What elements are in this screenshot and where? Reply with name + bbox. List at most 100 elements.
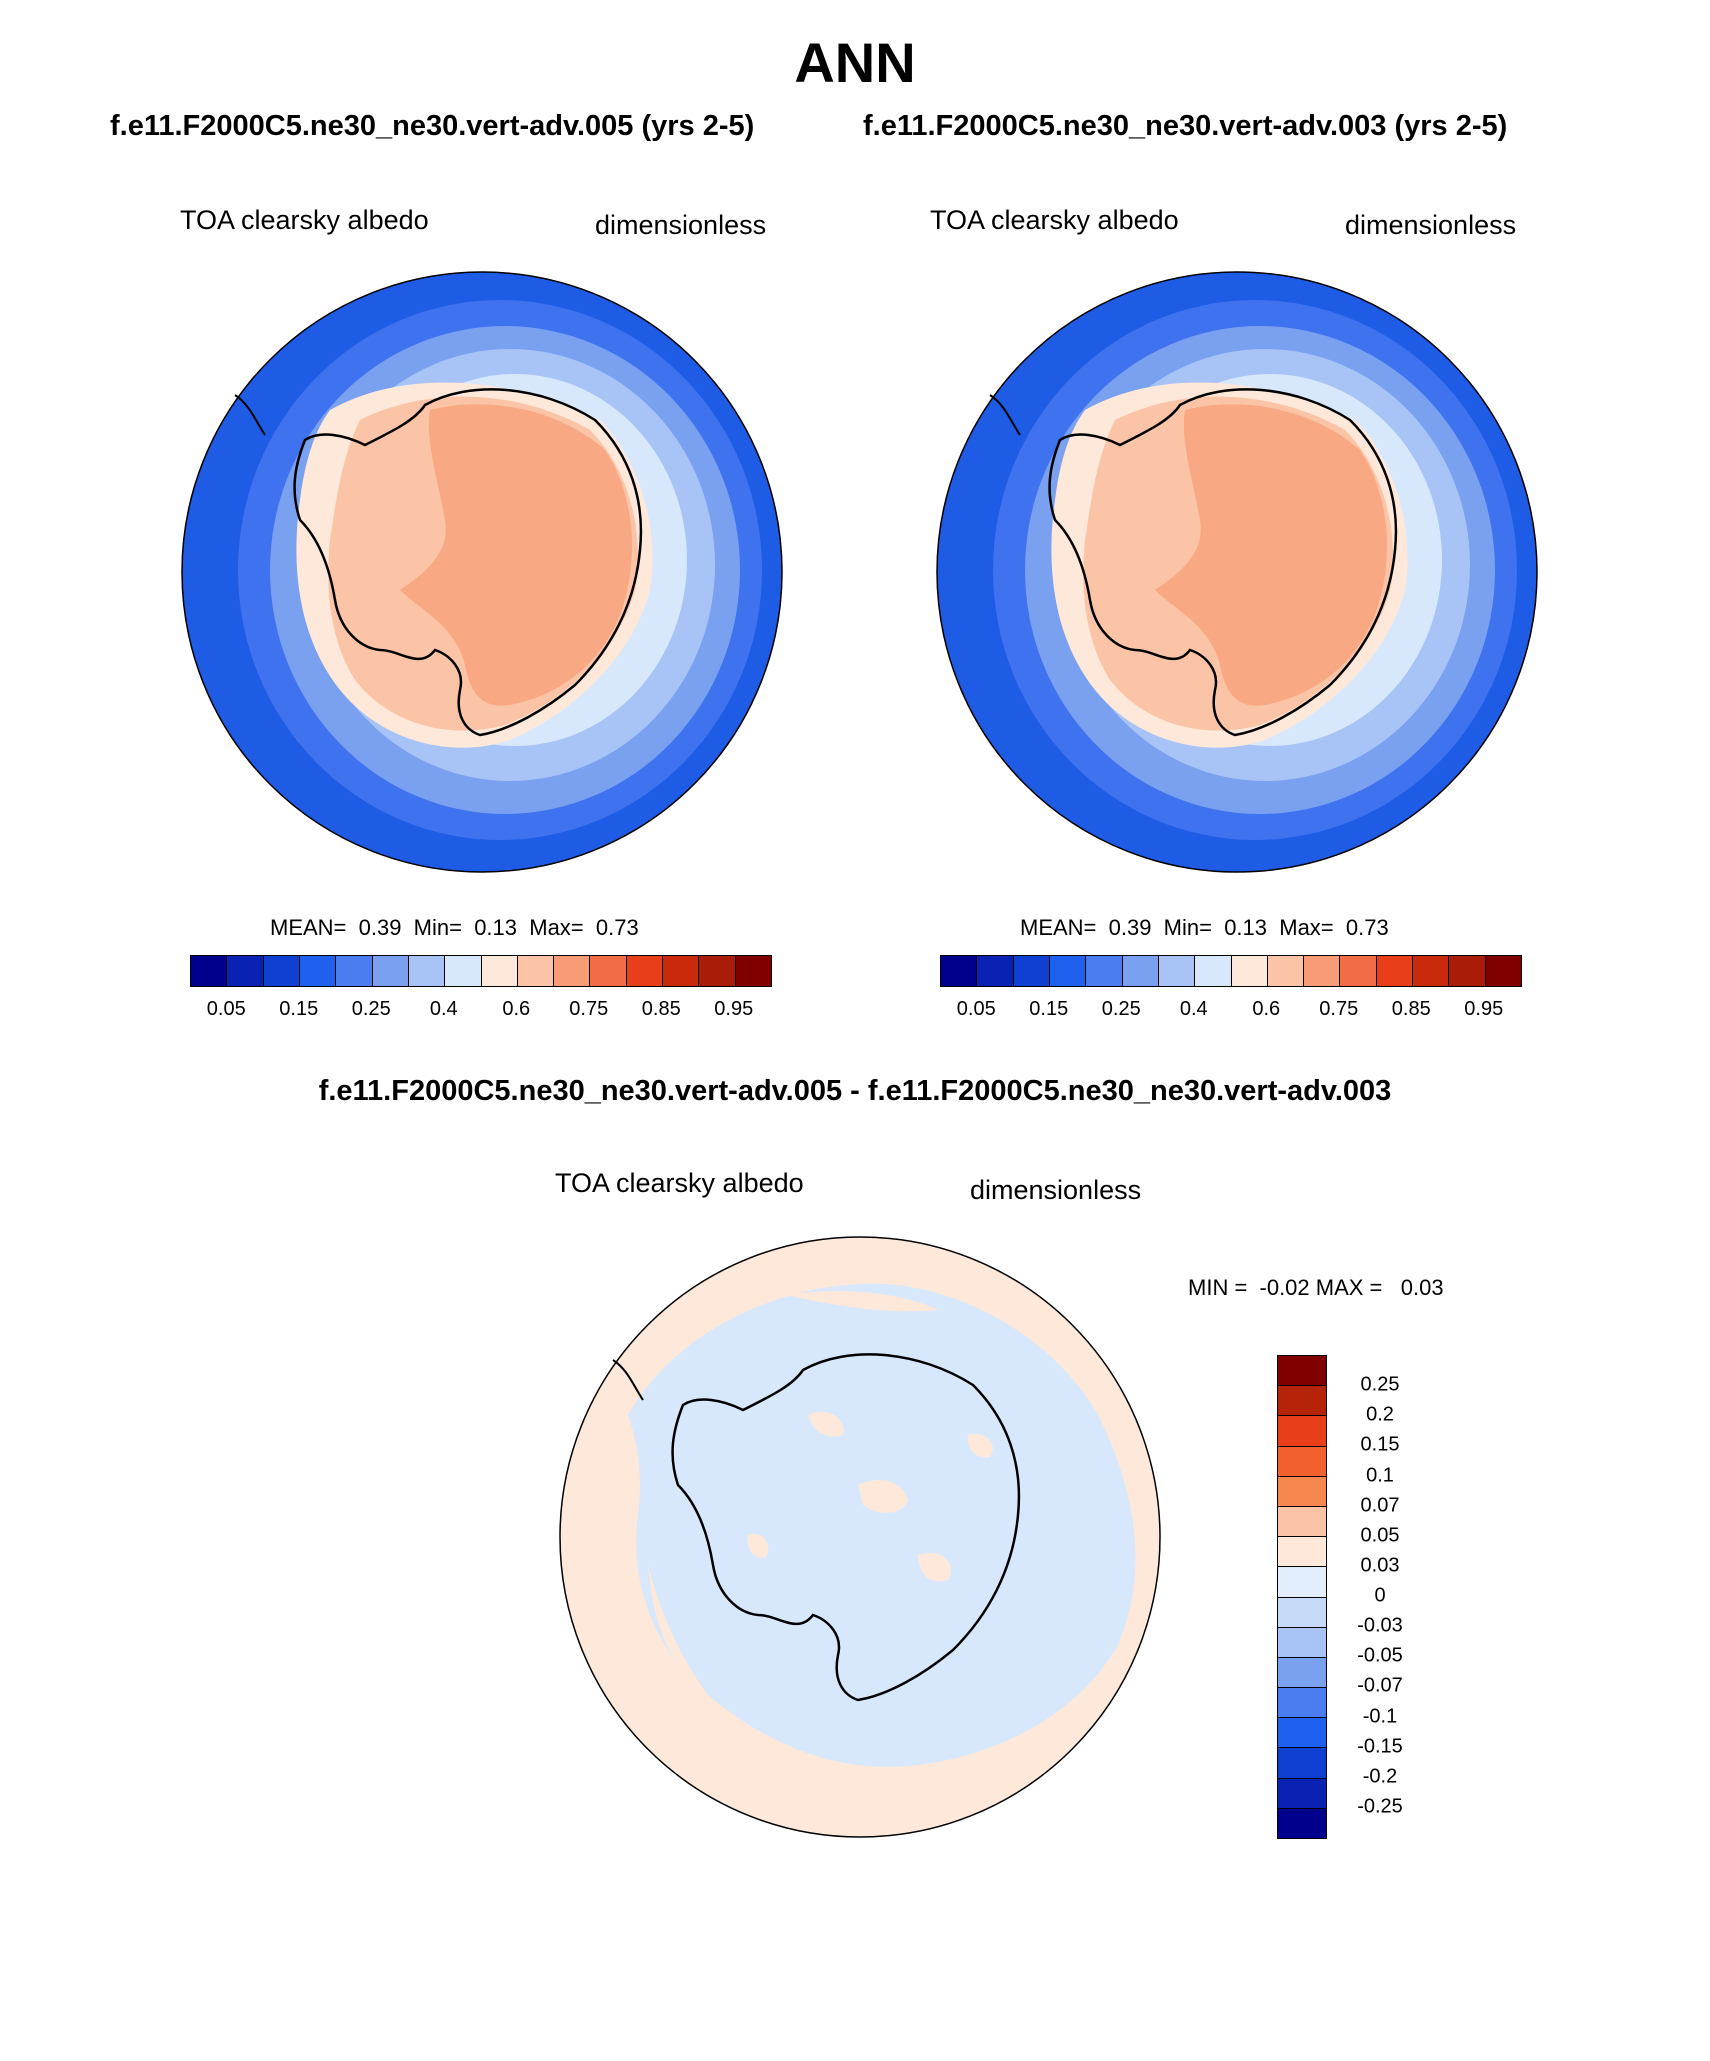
colorbar-cell [1278,1566,1326,1597]
colorbar-tick-label: 0.75 [569,998,609,1020]
colorbar-tick-label: 0.07 [1360,1494,1400,1517]
colorbar-cell [444,956,481,986]
left-case-title: f.e11.F2000C5.ne30_ne30.vert-adv.005 (yr… [110,110,755,142]
colorbar-cell [1121,956,1158,986]
colorbar-tick-label: -0.25 [1357,1795,1403,1818]
diff-stats: MIN = -0.02 MAX = 0.03 [1188,1275,1444,1300]
colorbar-tick-label: 0.25 [1360,1373,1400,1396]
colorbar-cell [1278,1445,1326,1476]
colorbar-cell [1278,1807,1326,1838]
colorbar-tick-label: -0.03 [1357,1614,1403,1637]
colorbar-cell [1048,956,1086,986]
difference-polar-map [559,1236,1161,1838]
colorbar-tick-label: 0.95 [1464,998,1504,1020]
colorbar-cell [1157,956,1195,986]
colorbar-cell [734,956,771,986]
colorbar-cell [1278,1536,1326,1567]
diff-variable-label: TOA clearsky albedo [555,1168,804,1198]
colorbar-cell [1303,956,1340,986]
colorbar-tick-label: 0.03 [1360,1554,1400,1577]
colorbar-tick-label: -0.07 [1357,1674,1403,1697]
colorbar-tick-label: -0.15 [1357,1735,1403,1758]
colorbar-cell [298,956,336,986]
left-colorbar-labels: 0.05 0.15 0.25 0.4 0.6 0.75 0.85 0.95 [190,998,770,1022]
colorbar-cell [1278,1385,1326,1416]
colorbar-tick-label: -0.2 [1362,1765,1398,1788]
colorbar-cell [1266,956,1304,986]
right-colorbar-labels: 0.05 0.15 0.25 0.4 0.6 0.75 0.85 0.95 [940,998,1520,1022]
colorbar-tick-label: 0.15 [1029,998,1069,1020]
right-units-label: dimensionless [1345,210,1517,240]
colorbar-tick-label: 0.4 [429,998,458,1020]
left-units-label: dimensionless [595,210,767,240]
colorbar-cell [1412,956,1449,986]
colorbar-tick-label: 0.05 [956,998,996,1020]
colorbar-cell [1230,956,1267,986]
colorbar-cell [1278,1626,1326,1657]
left-polar-map [181,271,783,873]
colorbar-tick-label: 0.6 [502,998,531,1020]
difference-colorbar-labels: 0.25 0.2 0.15 0.1 0.07 0.05 0.03 0 -0.03 -0.05 -0.… [1340,1355,1420,1837]
colorbar-tick-label: 0.05 [1360,1524,1400,1547]
colorbar-tick-label: 0.4 [1179,998,1208,1020]
colorbar-tick-label: 0.25 [1101,998,1141,1020]
colorbar-tick-label: 0.1 [1366,1464,1394,1486]
colorbar-cell [1278,1747,1326,1778]
colorbar-tick-label: 0.05 [206,998,246,1020]
colorbar-cell [1375,956,1413,986]
colorbar-tick-label: 0.15 [279,998,319,1020]
colorbar-cell [191,956,227,986]
diff-units-label: dimensionless [970,1175,1142,1205]
colorbar-cell [371,956,408,986]
right-stats: MEAN= 0.39 Min= 0.13 Max= 0.73 [1020,915,1389,940]
colorbar-cell [1194,956,1231,986]
colorbar-tick-label: 0.6 [1252,998,1281,1020]
colorbar-tick-label: 0.2 [1366,1403,1394,1426]
left-variable-label: TOA clearsky albedo [180,205,429,235]
colorbar-cell [1339,956,1376,986]
colorbar-cell [1484,956,1521,986]
colorbar-cell [553,956,590,986]
colorbar-cell [941,956,977,986]
colorbar-tick-label: 0.85 [641,998,681,1020]
right-colorbar [940,955,1522,987]
colorbar-tick-label: -0.05 [1357,1644,1403,1667]
colorbar-cell [1278,1475,1326,1506]
colorbar-tick-label: 0.95 [714,998,754,1020]
page-title: ANN [794,31,916,94]
colorbar-tick-label: 0.15 [1360,1433,1400,1456]
colorbar-tick-label: -0.1 [1362,1705,1398,1727]
right-variable-label: TOA clearsky albedo [930,205,1179,235]
colorbar-cell [480,956,517,986]
colorbar-cell [1448,956,1485,986]
right-polar-map [936,271,1538,873]
colorbar-cell [1278,1505,1326,1537]
colorbar-cell [1278,1717,1326,1748]
colorbar-cell [1278,1596,1326,1627]
colorbar-cell [662,956,699,986]
colorbar-tick-label: 0 [1374,1584,1386,1607]
colorbar-cell [1278,1356,1326,1386]
colorbar-cell [407,956,445,986]
colorbar-cell [1278,1777,1326,1808]
left-colorbar [190,955,772,987]
colorbar-cell [589,956,626,986]
left-stats: MEAN= 0.39 Min= 0.13 Max= 0.73 [270,915,639,940]
colorbar-cell [335,956,372,986]
colorbar-cell [1278,1687,1326,1718]
colorbar-cell [1278,1656,1326,1688]
colorbar-cell [516,956,554,986]
colorbar-cell [698,956,735,986]
right-case-title: f.e11.F2000C5.ne30_ne30.vert-adv.003 (yr… [863,110,1508,142]
difference-colorbar [1277,1355,1327,1839]
colorbar-cell [976,956,1013,986]
colorbar-cell [226,956,263,986]
colorbar-cell [1278,1415,1326,1446]
colorbar-tick-label: 0.75 [1319,998,1359,1020]
colorbar-cell [262,956,299,986]
colorbar-cell [1085,956,1122,986]
colorbar-cell [1012,956,1049,986]
colorbar-tick-label: 0.85 [1391,998,1431,1020]
colorbar-tick-label: 0.25 [351,998,391,1020]
difference-title: f.e11.F2000C5.ne30_ne30.vert-adv.005 - f… [318,1075,1392,1107]
